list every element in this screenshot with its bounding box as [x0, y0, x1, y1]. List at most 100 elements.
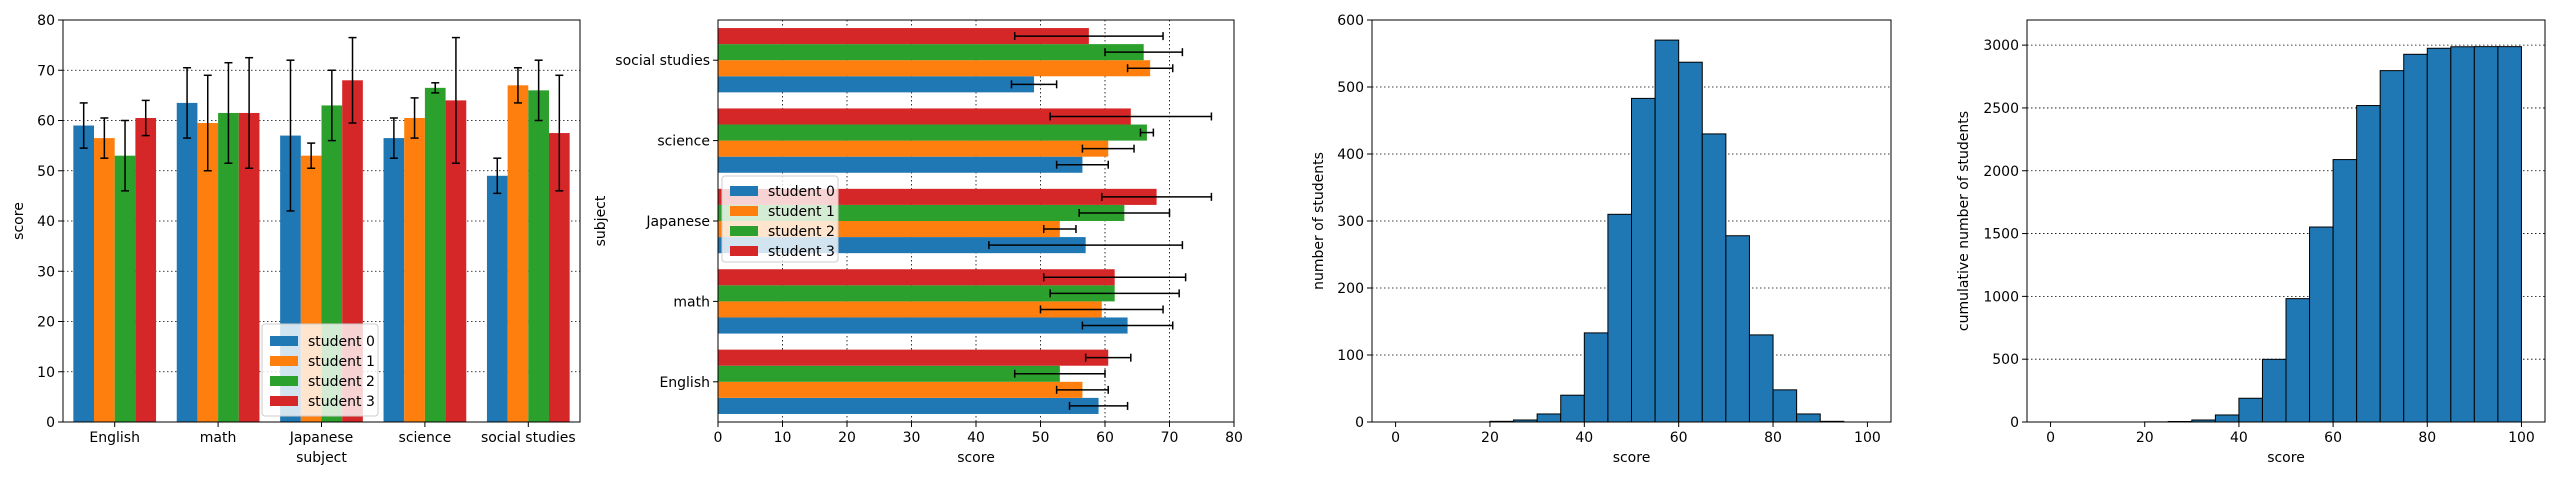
x-axis-label: score	[2267, 450, 2305, 466]
histogram-bar	[2214, 414, 2240, 423]
chart-subject-scores-vertical: 0 10 20 30 40 50 60 70 80 English math Japanese scie…	[11, 13, 581, 466]
bar	[718, 381, 1083, 398]
histogram-bar	[2426, 47, 2452, 423]
legend-swatch	[730, 206, 758, 216]
histogram-bar	[1725, 235, 1750, 423]
legend-label: student 0	[768, 184, 835, 200]
legend-swatch	[730, 246, 758, 256]
histogram-bar	[1607, 213, 1632, 423]
x-tick-label: 80	[2418, 430, 2436, 446]
histogram-bar	[2309, 226, 2334, 423]
y-tick-label: 50	[37, 164, 55, 180]
legend-label: student 3	[308, 394, 375, 410]
y-tick-label: 500	[1992, 352, 2019, 368]
bar	[718, 365, 1060, 382]
bar	[718, 317, 1128, 334]
legend-label: student 3	[768, 244, 835, 260]
bar	[135, 117, 157, 423]
y-tick-label: 300	[1337, 214, 1364, 230]
x-tick-label: English	[89, 430, 140, 446]
y-tick-label: English	[659, 375, 710, 391]
legend-swatch	[270, 336, 298, 346]
legend-label: student 2	[308, 374, 375, 390]
y-tick-label: 200	[1337, 281, 1364, 297]
histogram-bar	[1536, 413, 1562, 423]
histogram-bar	[1701, 133, 1727, 423]
y-tick-label: 0	[46, 415, 55, 431]
x-tick-label: 0	[714, 430, 723, 446]
y-tick-label: science	[657, 134, 710, 150]
histogram-bar	[2473, 46, 2499, 423]
histogram-bar	[1796, 413, 1821, 423]
y-tick-label: 100	[1337, 348, 1364, 364]
legend-swatch	[270, 356, 298, 366]
bar	[718, 76, 1035, 93]
histogram-bar	[2403, 53, 2428, 423]
x-tick-label: math	[200, 430, 237, 446]
y-axis-label: cumulative number of students	[1956, 111, 1972, 331]
plot-frame	[717, 19, 1235, 423]
bar	[404, 117, 425, 423]
x-axis-label: subject	[296, 450, 347, 466]
y-tick-label: 2000	[1983, 164, 2019, 180]
histogram-bar	[2285, 298, 2311, 423]
histogram-bar	[2238, 397, 2263, 423]
x-tick-label: science	[399, 430, 452, 446]
bar	[718, 301, 1102, 318]
y-axis-label: subject	[593, 195, 609, 246]
bar	[718, 269, 1115, 286]
y-tick-label: 80	[37, 13, 55, 29]
legend-frame	[261, 323, 379, 417]
legend-label: student 2	[768, 224, 835, 240]
bar	[718, 28, 1089, 45]
y-tick-label: 1000	[1983, 289, 2019, 305]
x-tick-label: 40	[1575, 430, 1593, 446]
y-tick-label: 500	[1337, 80, 1364, 96]
y-tick-label: 1500	[1983, 227, 2019, 243]
x-tick-label: 10	[774, 430, 792, 446]
x-tick-label: 100	[2508, 430, 2535, 446]
x-tick-label: 100	[1854, 430, 1881, 446]
bar	[718, 60, 1151, 77]
histogram-bar	[2356, 105, 2381, 423]
bar	[507, 85, 529, 422]
legend-frame	[721, 175, 839, 263]
bar	[486, 175, 508, 422]
bar	[718, 285, 1115, 302]
bar	[73, 125, 95, 423]
x-tick-label: 40	[967, 430, 985, 446]
x-tick-label: 60	[1096, 430, 1114, 446]
x-tick-label: 80	[1764, 430, 1782, 446]
bar	[218, 112, 239, 423]
histogram-bar	[2261, 358, 2287, 423]
legend-label: student 1	[308, 354, 375, 370]
x-tick-label: Japanese	[289, 430, 354, 446]
bar	[718, 108, 1131, 125]
x-tick-label: 80	[1225, 430, 1243, 446]
histogram-bar	[2379, 70, 2405, 423]
bar	[238, 112, 260, 423]
bar	[445, 100, 467, 423]
y-tick-label: Japanese	[645, 214, 710, 230]
legend: student 0 student 1 student 2 student 3	[721, 175, 839, 263]
bar	[718, 44, 1144, 61]
bar	[424, 87, 446, 423]
y-tick-label: 30	[37, 264, 55, 280]
legend-label: student 1	[768, 204, 835, 220]
y-tick-label: 2500	[1983, 101, 2019, 117]
histogram-bar	[1772, 389, 1798, 423]
y-tick-label: math	[673, 294, 710, 310]
plot-frame	[62, 19, 581, 423]
x-tick-label: 60	[2324, 430, 2342, 446]
x-tick-label: 20	[838, 430, 856, 446]
histogram-bar	[2450, 46, 2475, 423]
histogram-bar	[2497, 46, 2522, 423]
x-tick-label: 70	[1161, 430, 1179, 446]
legend-swatch	[270, 376, 298, 386]
bar	[718, 140, 1109, 157]
x-tick-label: social studies	[481, 430, 576, 446]
legend-swatch	[730, 226, 758, 236]
legend-label: student 0	[308, 334, 375, 350]
plot-frame	[2026, 19, 2546, 423]
